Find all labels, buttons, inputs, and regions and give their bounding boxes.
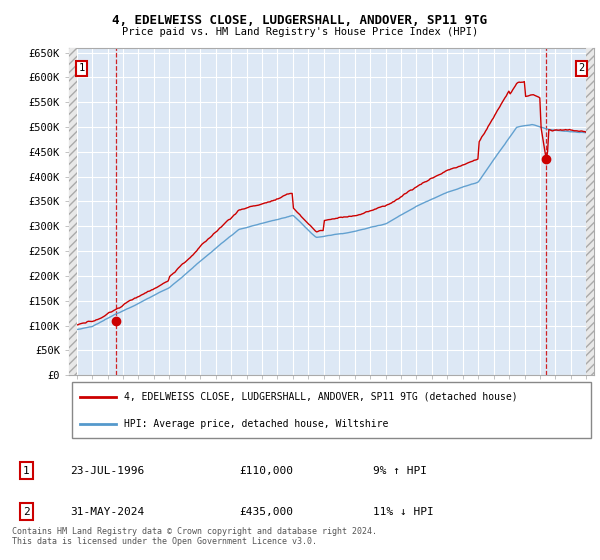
- Text: Contains HM Land Registry data © Crown copyright and database right 2024.
This d: Contains HM Land Registry data © Crown c…: [12, 526, 377, 546]
- Text: HPI: Average price, detached house, Wiltshire: HPI: Average price, detached house, Wilt…: [124, 419, 389, 429]
- Bar: [586, 48, 594, 375]
- Text: 9% ↑ HPI: 9% ↑ HPI: [373, 466, 427, 476]
- Text: 31-MAY-2024: 31-MAY-2024: [70, 507, 145, 516]
- Text: Price paid vs. HM Land Registry's House Price Index (HPI): Price paid vs. HM Land Registry's House …: [122, 27, 478, 37]
- Text: 4, EDELWEISS CLOSE, LUDGERSHALL, ANDOVER, SP11 9TG (detached house): 4, EDELWEISS CLOSE, LUDGERSHALL, ANDOVER…: [124, 391, 518, 402]
- Text: £110,000: £110,000: [239, 466, 293, 476]
- FancyBboxPatch shape: [71, 382, 592, 438]
- Text: 1: 1: [78, 63, 85, 73]
- Text: 11% ↓ HPI: 11% ↓ HPI: [373, 507, 434, 516]
- Bar: [69, 48, 77, 375]
- Text: £435,000: £435,000: [239, 507, 293, 516]
- Text: 4, EDELWEISS CLOSE, LUDGERSHALL, ANDOVER, SP11 9TG: 4, EDELWEISS CLOSE, LUDGERSHALL, ANDOVER…: [113, 14, 487, 27]
- Text: 1: 1: [23, 466, 30, 476]
- Text: 23-JUL-1996: 23-JUL-1996: [70, 466, 145, 476]
- Text: 2: 2: [23, 507, 30, 516]
- Text: 2: 2: [578, 63, 585, 73]
